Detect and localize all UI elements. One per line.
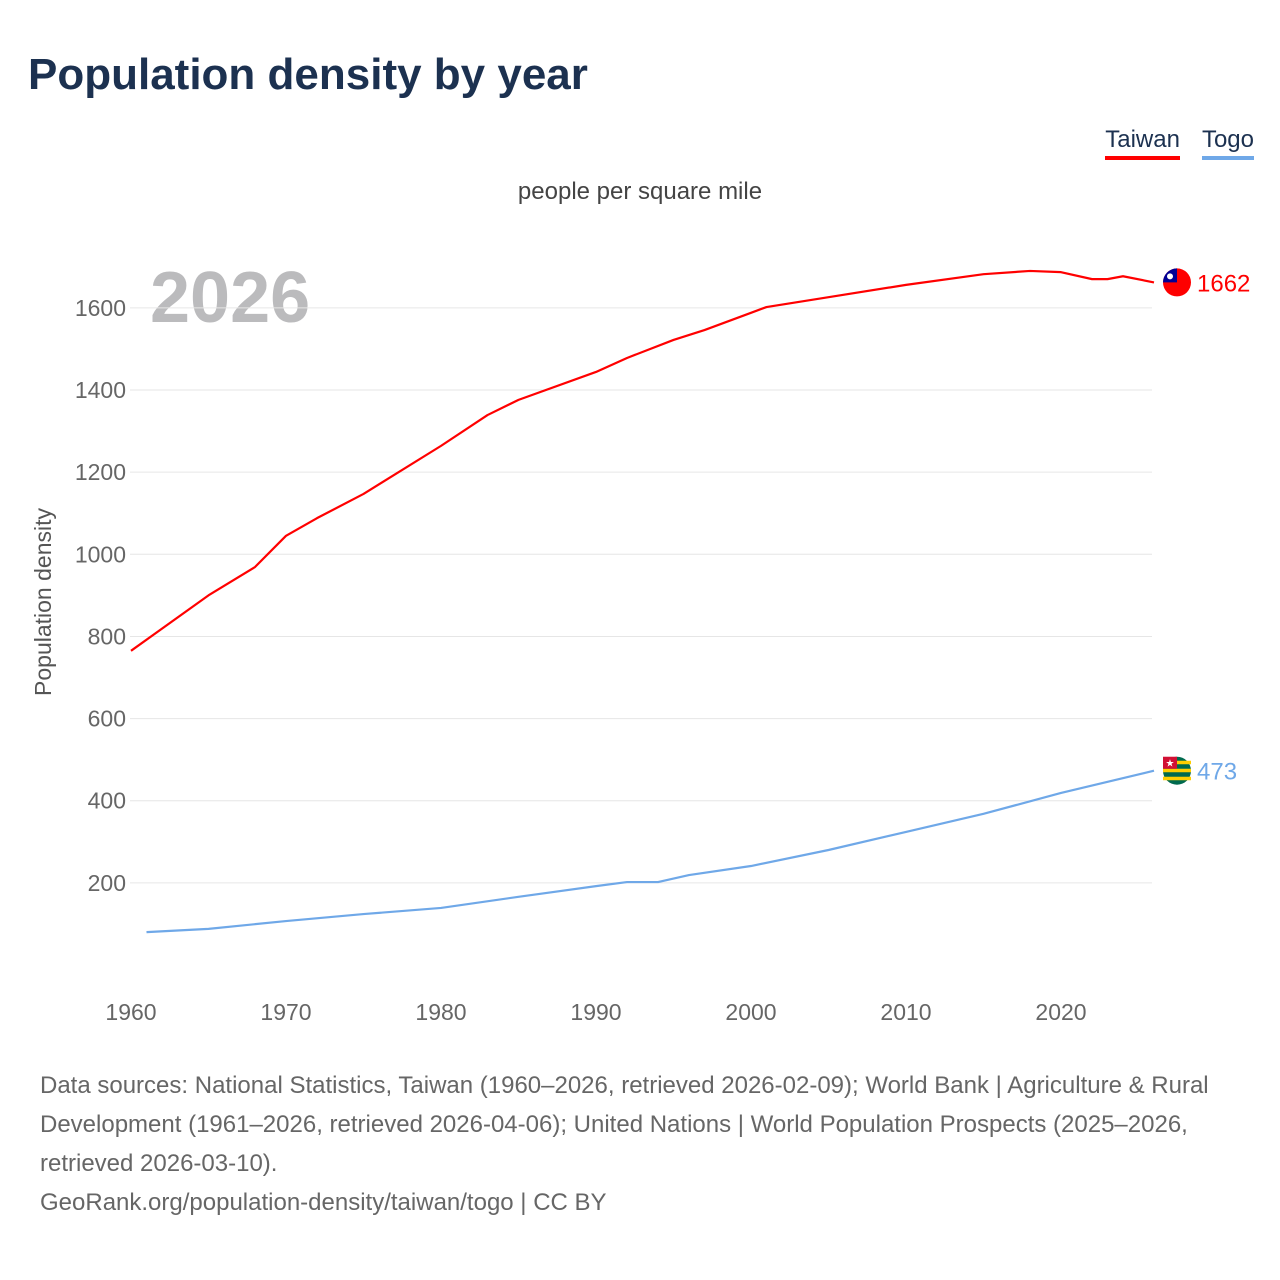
- togo-flag-canton: [1163, 756, 1177, 769]
- end-value-label-taiwan: 1662: [1197, 270, 1250, 297]
- footer-link[interactable]: GeoRank.org/population-density/taiwan/to…: [40, 1189, 607, 1216]
- y-tick-label: 600: [88, 706, 126, 732]
- sources: Data sources: National Statistics, Taiwa…: [40, 1066, 1250, 1222]
- series-line-taiwan: [130, 269, 1155, 652]
- x-tick-label: 1980: [415, 999, 466, 1025]
- legend: Taiwan Togo: [1105, 126, 1254, 160]
- y-tick-label: 1000: [75, 541, 126, 567]
- x-tick-label: 1970: [260, 999, 311, 1025]
- legend-togo[interactable]: Togo: [1201, 126, 1254, 160]
- y-tick-label: 1600: [75, 295, 126, 321]
- x-tick-label: 2020: [1035, 999, 1086, 1025]
- sources-text: Data sources: National Statistics, Taiwa…: [40, 1072, 1209, 1177]
- series-line-togo: [146, 769, 1155, 934]
- x-tick-label: 1990: [570, 999, 621, 1025]
- y-tick-label: 1200: [75, 459, 126, 485]
- chart-title: Population density by year: [28, 50, 588, 99]
- togo-flag-star: ★: [1166, 759, 1175, 770]
- x-tick-label: 1960: [105, 999, 156, 1025]
- year-watermark: 2026: [150, 258, 310, 338]
- x-tick-label: 2010: [880, 999, 931, 1025]
- chart-subtitle: people per square mile: [517, 178, 763, 205]
- y-tick-label: 800: [88, 623, 126, 649]
- end-value-label-togo: 473: [1197, 759, 1237, 786]
- y-tick-label: 1400: [75, 377, 126, 403]
- togo-flag-stripe: [1163, 768, 1191, 773]
- taiwan-flag-sun: [1167, 273, 1173, 280]
- legend-taiwan[interactable]: Taiwan: [1105, 126, 1180, 160]
- y-axis-label: Population density: [30, 508, 56, 696]
- y-tick-label: 400: [88, 788, 126, 814]
- x-tick-label: 2000: [725, 999, 776, 1025]
- togo-flag-stripe: [1163, 776, 1191, 781]
- y-tick-label: 200: [88, 870, 126, 896]
